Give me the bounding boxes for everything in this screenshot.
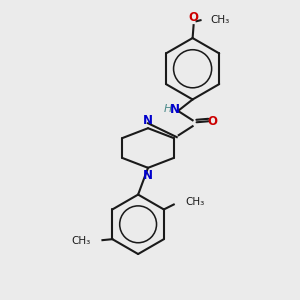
Text: N: N: [143, 169, 153, 182]
Text: CH₃: CH₃: [71, 236, 91, 246]
Text: O: O: [189, 11, 199, 24]
Text: N: N: [170, 103, 180, 116]
Text: CH₃: CH₃: [186, 196, 205, 206]
Text: CH₃: CH₃: [210, 15, 230, 25]
Text: N: N: [143, 114, 153, 127]
Text: H: H: [164, 104, 172, 114]
Text: O: O: [207, 115, 218, 128]
